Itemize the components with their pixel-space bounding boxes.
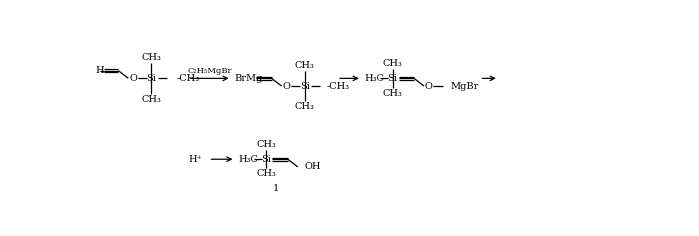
Text: O: O: [282, 82, 290, 91]
Text: 1: 1: [273, 184, 279, 193]
Text: MgBr: MgBr: [450, 82, 479, 91]
Text: -CH₃: -CH₃: [176, 74, 199, 83]
Text: CH₃: CH₃: [382, 88, 403, 97]
Text: H₃C: H₃C: [238, 155, 259, 164]
Text: CH₃: CH₃: [295, 61, 315, 70]
Text: Si: Si: [147, 74, 157, 83]
Text: CH₃: CH₃: [257, 140, 276, 149]
Text: O: O: [129, 74, 137, 83]
Text: O: O: [425, 82, 433, 91]
Text: H: H: [95, 66, 104, 75]
Text: Si: Si: [261, 155, 271, 164]
Text: BrMg: BrMg: [235, 74, 263, 83]
Text: -CH₃: -CH₃: [327, 82, 350, 91]
Text: Si: Si: [387, 74, 398, 83]
Text: CH₃: CH₃: [382, 59, 403, 68]
Text: C₂H₅MgBr: C₂H₅MgBr: [187, 67, 232, 76]
Text: H⁺: H⁺: [189, 155, 202, 164]
Text: Si: Si: [300, 82, 310, 91]
Text: H₃C: H₃C: [365, 74, 384, 83]
Text: OH: OH: [305, 162, 322, 171]
Text: CH₃: CH₃: [295, 102, 315, 111]
Text: CH₃: CH₃: [142, 53, 161, 62]
Text: CH₃: CH₃: [257, 169, 276, 178]
Text: CH₃: CH₃: [142, 95, 161, 104]
